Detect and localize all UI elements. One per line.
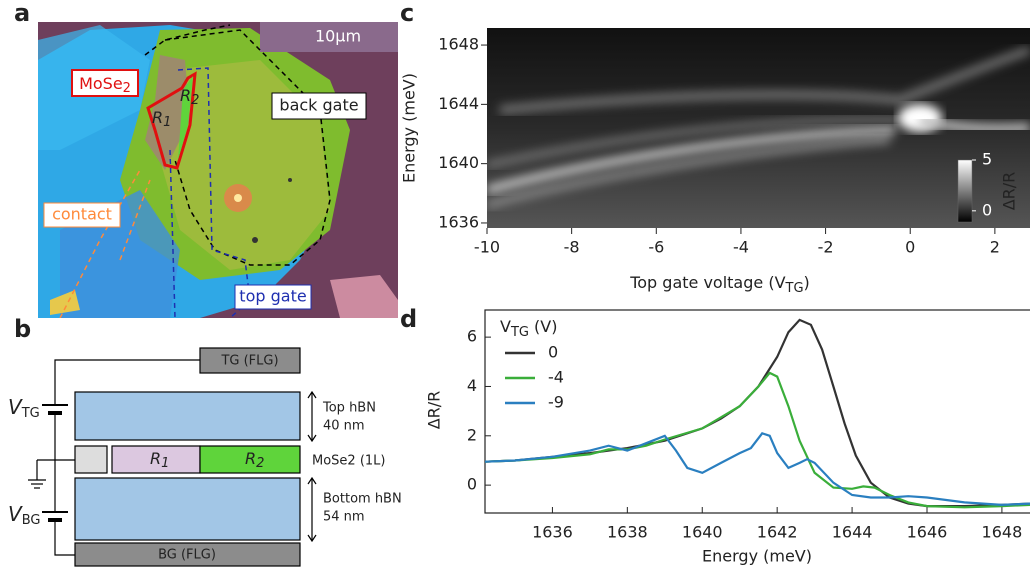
panel-label: b [14, 315, 31, 343]
scale-bar-label: 10μm [315, 27, 361, 46]
material-label: MoSe2 [79, 74, 131, 96]
y-axis-label: ΔR/R [425, 391, 444, 430]
micrograph [38, 22, 398, 318]
y-tick-label: 1644 [438, 94, 479, 113]
y-axis-label: Energy (meV) [400, 73, 419, 183]
back-gate-label: back gate [279, 96, 358, 115]
y-tick-label: 4 [467, 376, 477, 395]
y-tick-label: 1648 [438, 35, 479, 54]
x-tick-label: 0 [905, 238, 915, 257]
x-tick-label: 1642 [757, 523, 798, 542]
layer-label: 54 nm [323, 510, 365, 525]
region-label: R1 [150, 449, 169, 471]
x-tick-label: 1636 [532, 523, 573, 542]
y-tick-label: 1636 [438, 212, 479, 231]
panel-label: a [14, 0, 30, 27]
plot-area [485, 318, 1030, 509]
legend-label: -4 [548, 368, 564, 387]
y-tick-label: 0 [467, 475, 477, 494]
x-axis-label: Top gate voltage (VTG) [629, 273, 810, 296]
voltage-label: VBG [8, 502, 40, 528]
heatmap-image [487, 28, 1030, 228]
y-tick-label: 6 [467, 327, 477, 346]
x-tick-label: 1646 [907, 523, 948, 542]
region-label: R2 [245, 449, 264, 471]
callout [71, 69, 139, 97]
data-line [485, 371, 1030, 509]
colorbar [957, 159, 973, 223]
schematic [28, 347, 317, 567]
x-tick-label: -2 [818, 238, 834, 257]
legend-label: -9 [548, 393, 564, 412]
x-tick-label: 1648 [982, 523, 1023, 542]
callout [234, 284, 312, 310]
callout [43, 202, 121, 228]
layer-label: Bottom hBN [323, 492, 402, 507]
gate-label: TG (FLG) [220, 354, 278, 369]
y-tick-label: 2 [467, 425, 477, 444]
layer-label: MoSe2 (1L) [312, 454, 385, 469]
gate-label: BG (FLG) [158, 548, 216, 563]
x-tick-label: 1640 [682, 523, 723, 542]
scale-bar [308, 15, 360, 19]
data-line [485, 432, 1030, 507]
y-tick-label: 1640 [438, 153, 479, 172]
plot-frame [484, 309, 1030, 514]
colorbar-tick-label: 5 [982, 150, 992, 169]
legend-label: 0 [548, 343, 558, 362]
region-label: R2 [180, 86, 199, 108]
x-tick-label: 1644 [832, 523, 873, 542]
data-line [485, 318, 1030, 508]
layer-label: 40 nm [323, 419, 365, 434]
colorbar-label: ΔR/R [1000, 172, 1019, 211]
top-gate-label: top gate [239, 287, 306, 306]
x-tick-label: -6 [648, 238, 664, 257]
panel-label: d [400, 305, 417, 333]
x-tick-label: -10 [474, 238, 500, 257]
x-tick-label: 2 [990, 238, 1000, 257]
x-tick-label: -8 [564, 238, 580, 257]
x-axis-label: Energy (meV) [702, 547, 812, 566]
colorbar-tick-label: 0 [982, 200, 992, 219]
region-label: R1 [152, 108, 171, 130]
panel-label: c [400, 0, 414, 27]
callout [271, 92, 367, 120]
x-tick-label: -4 [733, 238, 749, 257]
voltage-label: VTG [8, 395, 40, 421]
legend-title: VTG (V) [500, 317, 557, 340]
x-tick-label: 1638 [607, 523, 648, 542]
layer-label: Top hBN [322, 401, 376, 416]
contact-label: contact [52, 205, 112, 224]
